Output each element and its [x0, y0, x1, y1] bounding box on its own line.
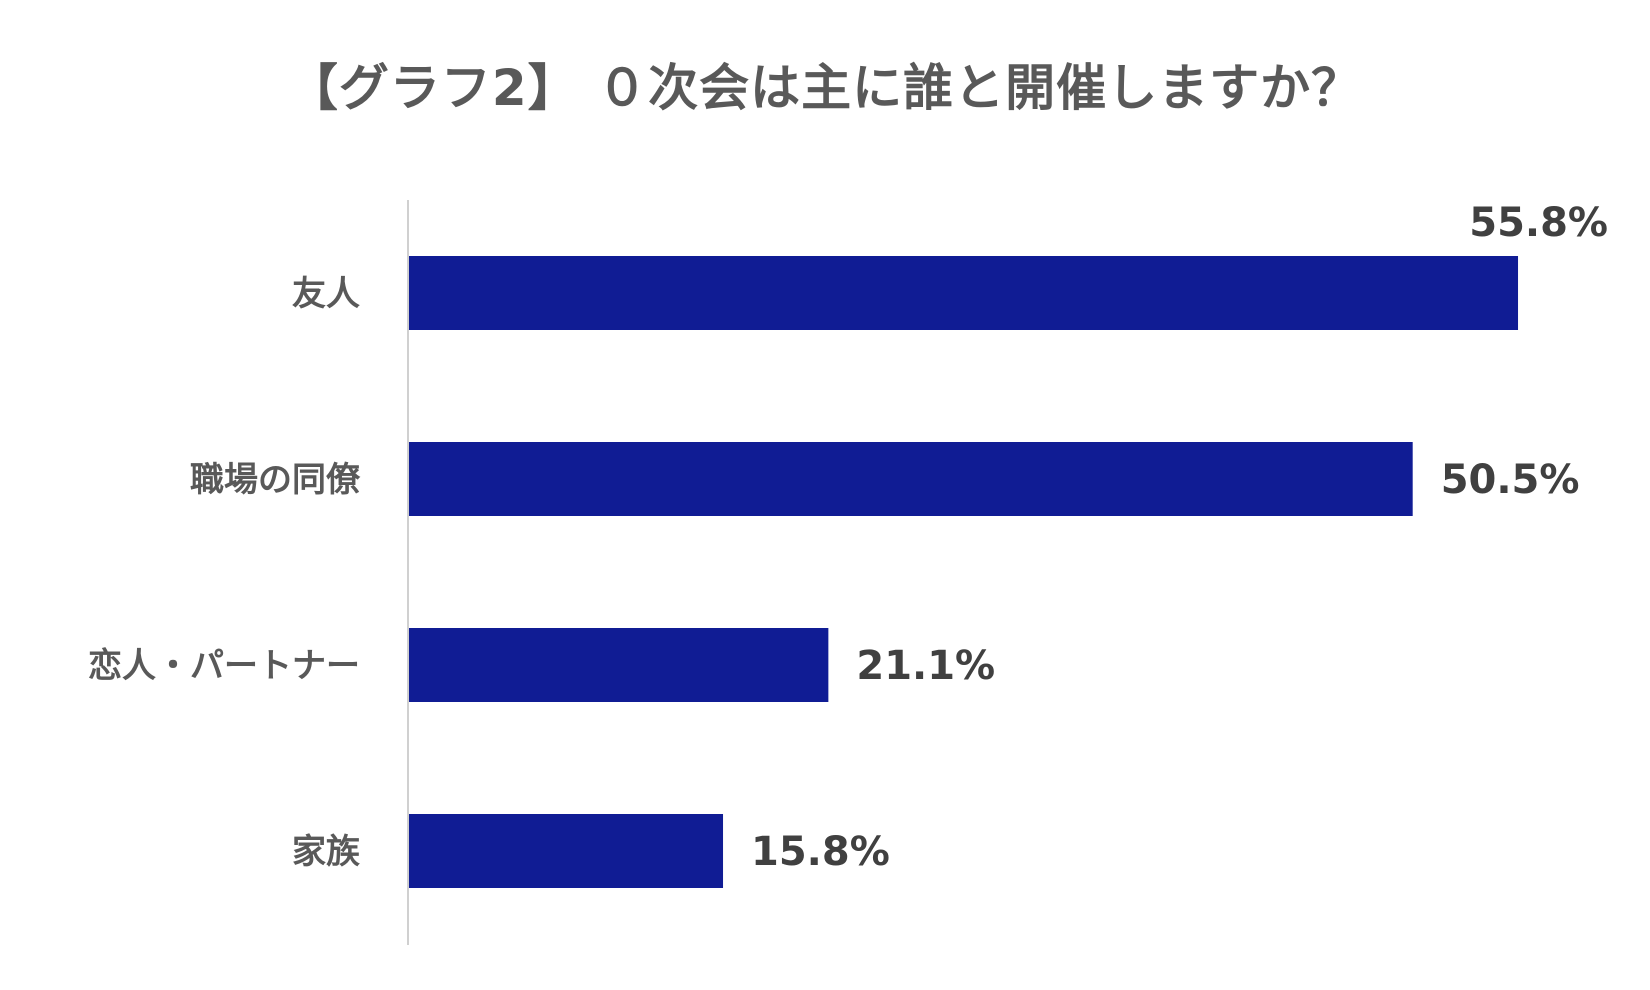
category-label: 職場の同僚 — [190, 460, 361, 500]
chart-title: 【グラフ2】 ０次会は主に誰と開催しますか？ — [287, 59, 1363, 117]
bars-layer: 友人 55.8% 職場の同僚 50.5% 恋人・パートナー 21.1% 家族 15.8% — [88, 200, 1608, 888]
bar — [409, 628, 829, 702]
value-label: 21.1% — [856, 643, 995, 689]
value-label: 50.5% — [1441, 457, 1580, 503]
bar — [409, 814, 724, 888]
bar — [409, 256, 1519, 330]
category-label: 友人 — [292, 274, 360, 314]
category-label: 恋人・パートナー — [88, 646, 360, 686]
value-label: 55.8% — [1469, 200, 1608, 246]
value-label: 15.8% — [751, 829, 890, 875]
bar — [409, 442, 1413, 516]
category-label: 家族 — [292, 832, 360, 872]
